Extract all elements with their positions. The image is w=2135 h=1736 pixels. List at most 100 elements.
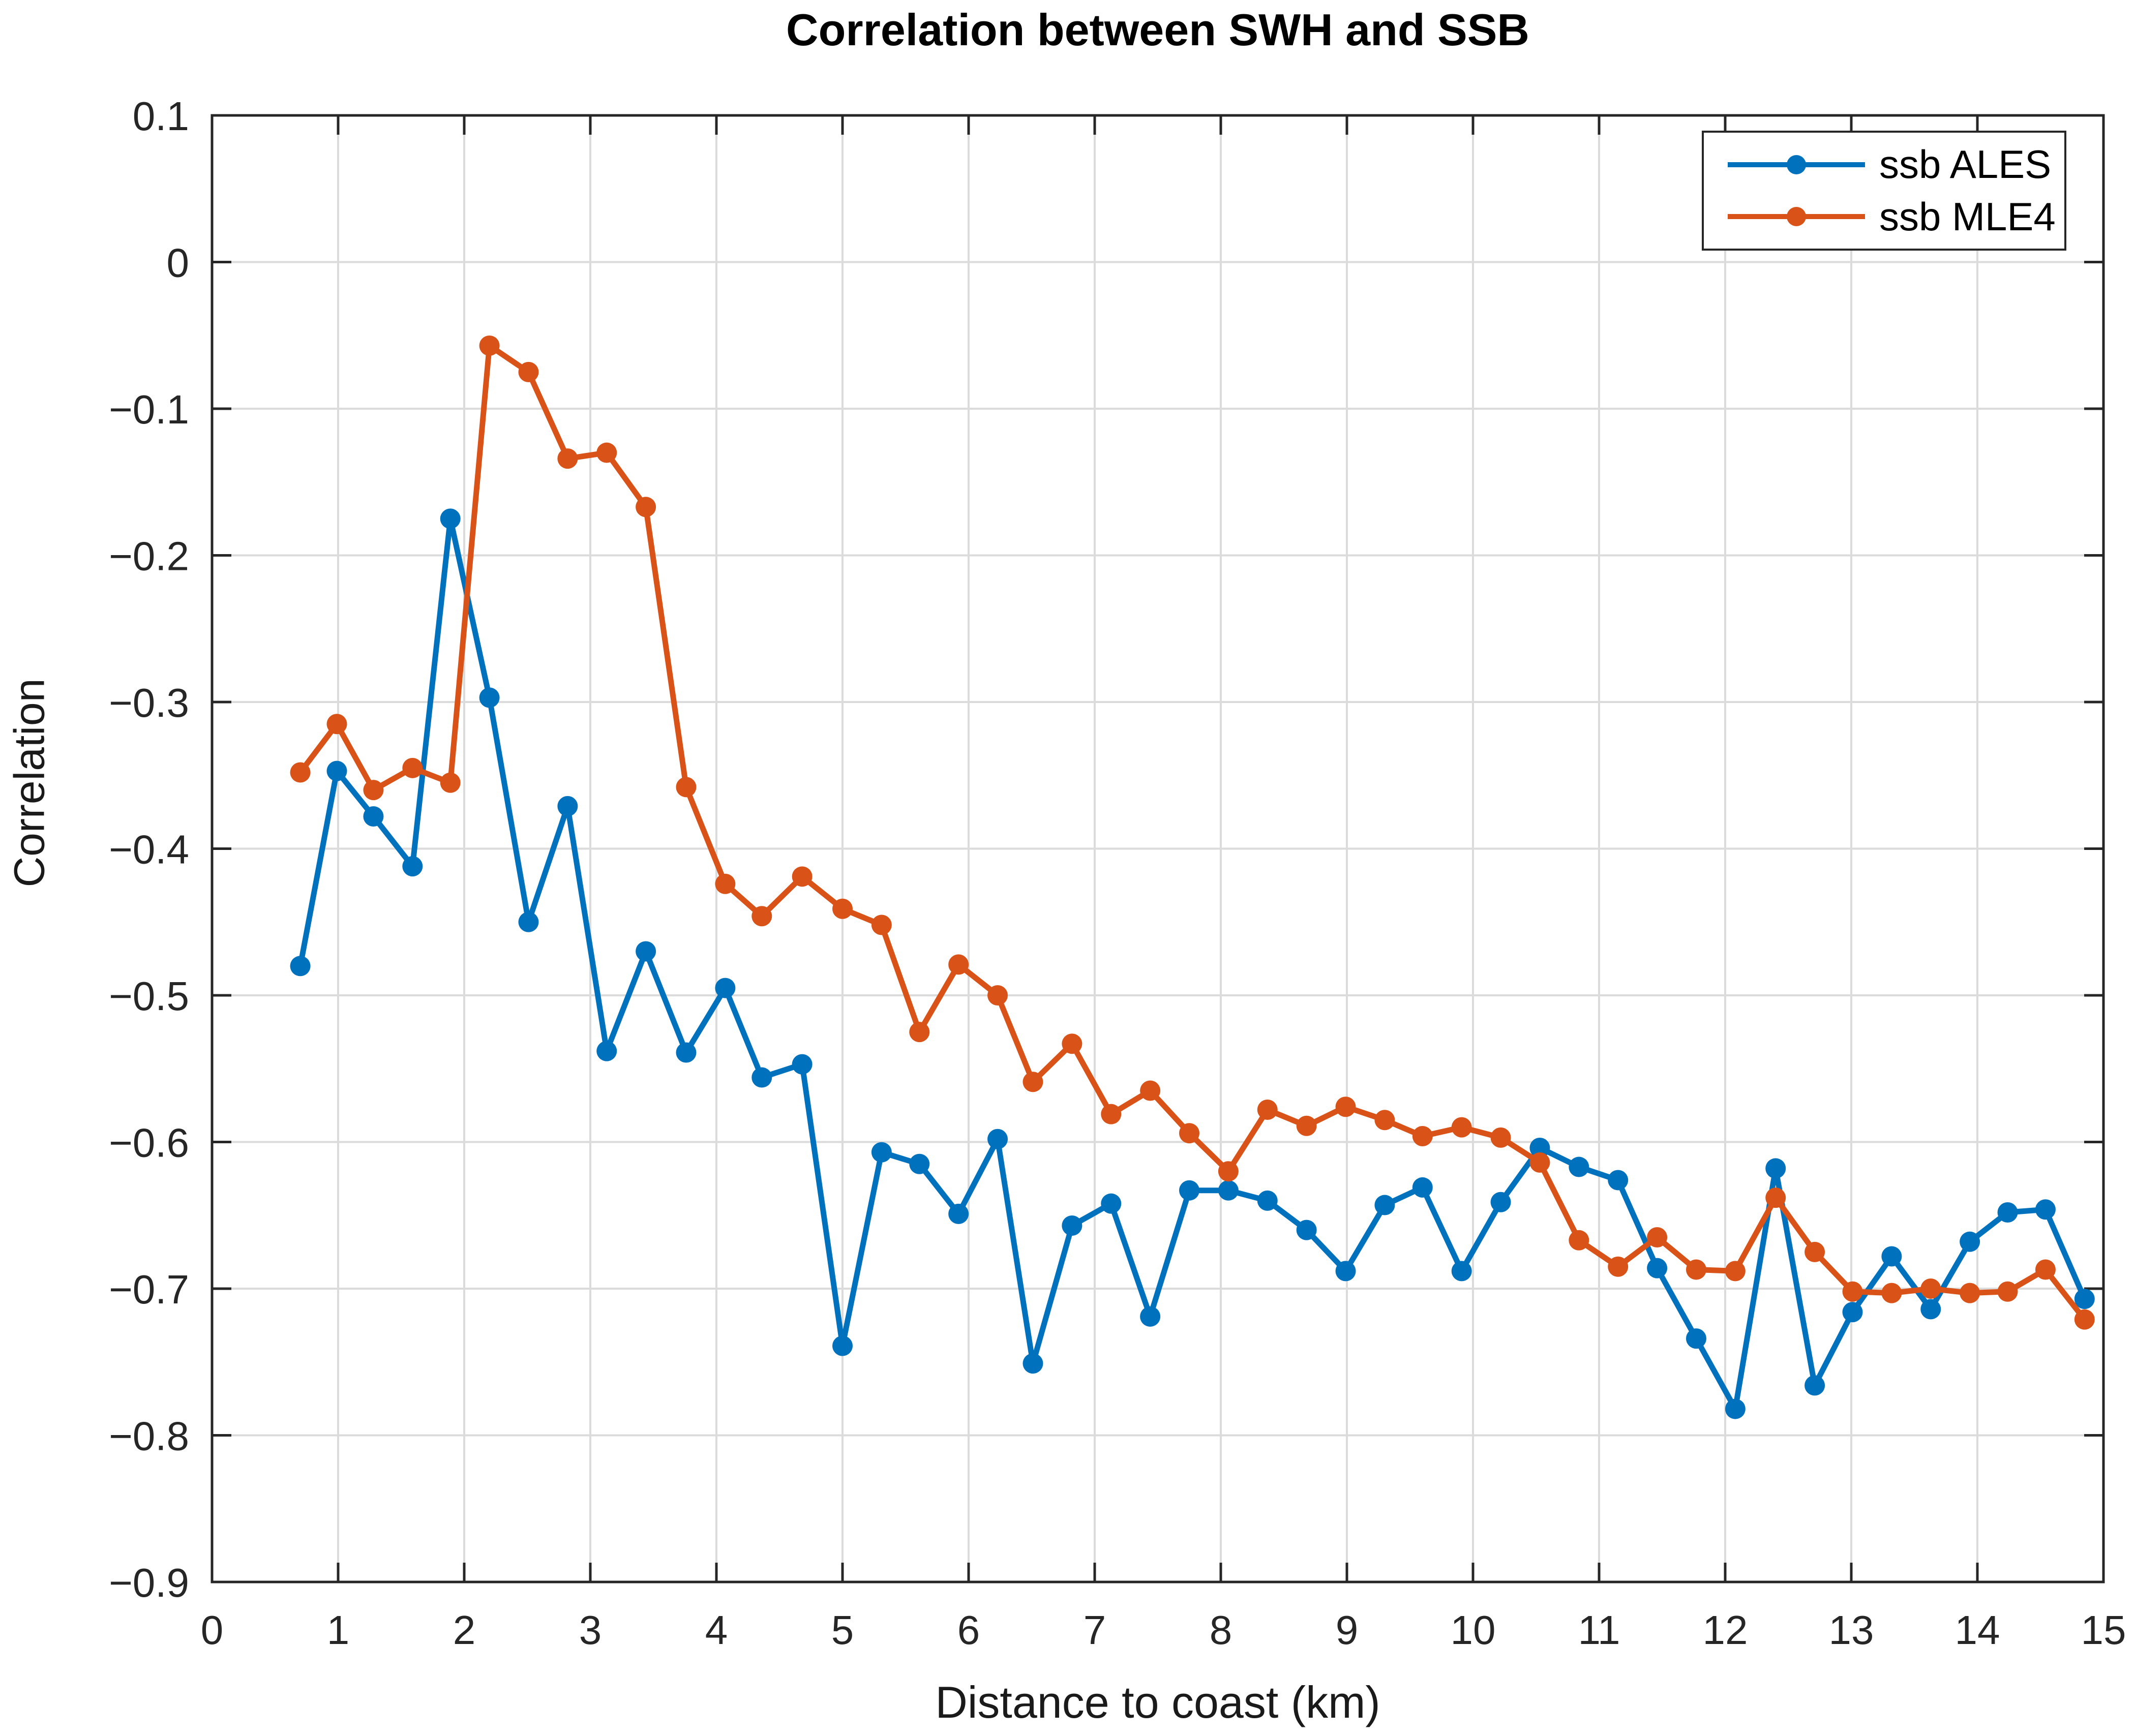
data-point-marker-ssb-MLE4 [1062, 1033, 1082, 1054]
data-point-marker-ssb-MLE4 [1686, 1259, 1706, 1280]
legend-entry-ssb-ales: ssb ALES [1728, 142, 2064, 187]
x-tick-label: 3 [579, 1607, 602, 1653]
data-point-marker-ssb-ALES [948, 1203, 969, 1224]
data-point-marker-ssb-ALES [1647, 1258, 1668, 1278]
data-point-marker-ssb-ALES [1451, 1261, 1472, 1282]
data-point-marker-ssb-ALES [987, 1129, 1008, 1149]
data-point-marker-ssb-MLE4 [1960, 1283, 1980, 1303]
legend-label: ssb MLE4 [1879, 194, 2056, 239]
data-point-marker-ssb-MLE4 [2074, 1309, 2095, 1330]
data-point-marker-ssb-ALES [402, 856, 423, 877]
x-tick-label: 6 [957, 1607, 980, 1653]
data-point-marker-ssb-MLE4 [1023, 1072, 1043, 1092]
data-point-marker-ssb-MLE4 [290, 762, 311, 783]
data-point-marker-ssb-MLE4 [1529, 1152, 1550, 1173]
data-point-marker-ssb-MLE4 [871, 915, 892, 935]
data-point-marker-ssb-ALES [557, 796, 578, 816]
data-point-marker-ssb-MLE4 [987, 985, 1008, 1006]
data-point-marker-ssb-MLE4 [1218, 1161, 1239, 1182]
data-point-marker-ssb-ALES [1569, 1156, 1589, 1177]
data-point-marker-ssb-MLE4 [1412, 1125, 1433, 1146]
data-point-marker-ssb-MLE4 [676, 777, 697, 798]
x-tick-label: 7 [1084, 1607, 1106, 1653]
data-point-marker-ssb-MLE4 [1920, 1278, 1941, 1299]
data-point-marker-ssb-MLE4 [1647, 1227, 1668, 1248]
data-point-marker-ssb-MLE4 [1374, 1110, 1395, 1131]
data-point-marker-ssb-ALES [596, 1041, 617, 1061]
data-point-marker-ssb-ALES [909, 1153, 930, 1174]
data-point-marker-ssb-ALES [715, 978, 736, 998]
data-point-marker-ssb-MLE4 [636, 497, 656, 517]
data-point-marker-ssb-MLE4 [557, 448, 578, 469]
data-point-marker-ssb-ALES [479, 687, 500, 708]
data-point-marker-ssb-MLE4 [1997, 1281, 2018, 1302]
data-point-marker-ssb-ALES [1218, 1180, 1239, 1201]
data-point-marker-ssb-MLE4 [1140, 1080, 1161, 1101]
data-point-marker-ssb-MLE4 [1765, 1187, 1786, 1208]
data-point-marker-ssb-ALES [1920, 1299, 1941, 1320]
legend-circle-marker-icon [1787, 207, 1806, 227]
x-tick-label: 5 [831, 1607, 854, 1653]
axis-box [211, 114, 2105, 1583]
x-tick-label: 0 [201, 1607, 224, 1653]
data-point-marker-ssb-MLE4 [1881, 1283, 1902, 1303]
x-tick-label: 8 [1210, 1607, 1232, 1653]
data-point-marker-ssb-MLE4 [402, 757, 423, 778]
data-point-marker-ssb-ALES [518, 911, 539, 932]
data-point-marker-ssb-ALES [1412, 1177, 1433, 1198]
data-point-marker-ssb-MLE4 [440, 772, 461, 793]
data-point-marker-ssb-MLE4 [948, 954, 969, 975]
x-tick-label: 14 [1955, 1607, 2000, 1653]
legend-label: ssb ALES [1879, 142, 2052, 187]
data-point-marker-ssb-MLE4 [479, 335, 500, 356]
x-tick-label: 9 [1336, 1607, 1359, 1653]
data-point-marker-ssb-ALES [1101, 1193, 1122, 1214]
data-point-marker-ssb-MLE4 [751, 906, 772, 927]
y-axis-label: Correlation [5, 678, 53, 888]
y-tick-label: −0.4 [109, 827, 189, 872]
data-point-marker-ssb-ALES [2074, 1289, 2095, 1309]
data-point-marker-ssb-ALES [326, 760, 347, 781]
data-point-marker-ssb-MLE4 [1296, 1115, 1317, 1136]
data-point-marker-ssb-MLE4 [1842, 1281, 1863, 1302]
x-tick-label: 10 [1451, 1607, 1496, 1653]
y-tick-label: −0.5 [109, 973, 189, 1019]
data-point-marker-ssb-ALES [751, 1067, 772, 1088]
data-point-marker-ssb-ALES [1960, 1231, 1980, 1252]
data-point-marker-ssb-MLE4 [1179, 1123, 1199, 1144]
x-tick-label: 1 [327, 1607, 350, 1653]
data-point-marker-ssb-ALES [1490, 1192, 1511, 1212]
y-tick-label: −0.9 [109, 1560, 189, 1605]
data-point-marker-ssb-ALES [1023, 1353, 1043, 1374]
data-point-marker-ssb-ALES [1335, 1261, 1356, 1282]
y-tick-label: 0 [167, 240, 190, 286]
data-point-marker-ssb-ALES [792, 1054, 813, 1075]
data-point-marker-ssb-MLE4 [518, 361, 539, 382]
y-tick-label: −0.1 [109, 387, 189, 432]
y-tick-label: −0.2 [109, 534, 189, 579]
data-point-marker-ssb-MLE4 [1257, 1100, 1278, 1120]
data-point-marker-ssb-MLE4 [1569, 1230, 1589, 1251]
x-tick-label: 4 [705, 1607, 728, 1653]
data-point-marker-ssb-ALES [1842, 1302, 1863, 1323]
y-tick-label: 0.1 [133, 94, 189, 139]
data-point-marker-ssb-ALES [1296, 1220, 1317, 1240]
data-point-marker-ssb-MLE4 [2035, 1259, 2056, 1280]
data-point-marker-ssb-ALES [676, 1042, 697, 1063]
data-point-marker-ssb-MLE4 [715, 873, 736, 894]
y-tick-label: −0.3 [109, 680, 189, 725]
data-point-marker-ssb-MLE4 [363, 780, 384, 801]
data-point-marker-ssb-ALES [871, 1142, 892, 1163]
x-tick-label: 2 [453, 1607, 476, 1653]
data-point-marker-ssb-MLE4 [1451, 1117, 1472, 1138]
data-point-marker-ssb-MLE4 [1608, 1256, 1629, 1277]
x-tick-label: 13 [1829, 1607, 1874, 1653]
data-point-marker-ssb-MLE4 [1335, 1097, 1356, 1117]
data-point-marker-ssb-ALES [636, 941, 656, 962]
data-point-marker-ssb-MLE4 [792, 866, 813, 887]
data-point-marker-ssb-ALES [832, 1335, 853, 1356]
legend-entry-ssb-mle4: ssb MLE4 [1728, 194, 2064, 239]
legend-line-sample [1728, 155, 1865, 175]
